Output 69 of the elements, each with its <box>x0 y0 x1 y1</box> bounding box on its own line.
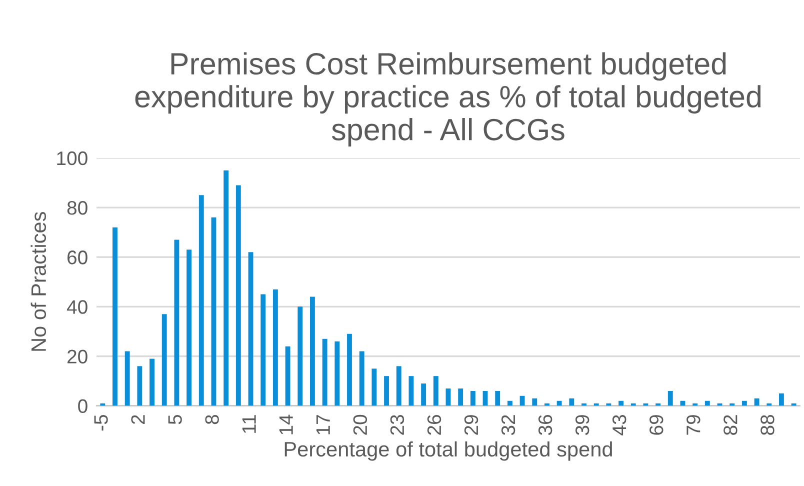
bar <box>162 314 167 406</box>
x-tick-label: 2 <box>131 415 145 424</box>
bar <box>174 240 180 406</box>
bar <box>668 390 673 406</box>
x-tick-label: -5 <box>94 414 108 431</box>
bar <box>236 185 241 406</box>
bar <box>334 341 340 406</box>
x-tick-label: 82 <box>724 415 738 435</box>
bar <box>433 376 438 406</box>
bar <box>112 227 118 406</box>
x-tick-label: 14 <box>279 414 293 434</box>
bar <box>322 338 328 406</box>
bar <box>754 398 760 406</box>
bar <box>310 296 315 406</box>
x-tick-label: 29 <box>464 415 478 435</box>
y-axis-title: No of Practices <box>30 212 46 351</box>
bar <box>704 400 710 406</box>
bar <box>408 376 414 406</box>
bar <box>384 376 389 406</box>
bar <box>150 358 154 406</box>
x-tick-label: 36 <box>538 414 552 436</box>
x-tick-label: 39 <box>575 415 590 436</box>
bar <box>260 294 266 406</box>
x-tick-label: 79 <box>686 415 700 435</box>
bar <box>470 390 476 406</box>
bar <box>779 393 784 406</box>
bar <box>372 368 377 406</box>
y-tick-label: 80 <box>67 200 88 215</box>
bar <box>421 384 426 406</box>
x-tick-label: 5 <box>168 414 182 424</box>
bar <box>272 289 278 406</box>
x-tick-label: 69 <box>649 415 664 435</box>
bar <box>186 250 192 406</box>
y-tick-label: 0 <box>78 399 88 414</box>
x-tick-label: 11 <box>242 415 256 433</box>
bar <box>359 351 364 406</box>
bar <box>298 306 303 406</box>
x-tick-label: 17 <box>316 415 330 434</box>
bar <box>211 217 216 406</box>
x-tick-label: 88 <box>760 414 774 435</box>
bar <box>137 366 142 406</box>
x-tick-label: 8 <box>205 414 219 424</box>
bar <box>248 252 254 406</box>
x-axis-title: Percentage of total budgeted spend <box>284 441 612 461</box>
bar <box>224 170 229 406</box>
y-tick-label: 20 <box>68 350 88 364</box>
x-tick-label: 20 <box>353 414 368 435</box>
bar <box>124 351 130 406</box>
bar <box>507 400 512 406</box>
x-tick-label: 43 <box>612 414 626 436</box>
bar <box>742 400 747 406</box>
bar <box>396 366 402 406</box>
bar <box>556 400 562 406</box>
bar <box>569 398 574 406</box>
bar <box>347 334 352 406</box>
bar <box>520 396 525 406</box>
x-tick-label: 26 <box>427 414 442 435</box>
y-tick-label: 60 <box>68 250 88 264</box>
x-tick-label: 23 <box>390 414 404 435</box>
bar <box>285 346 290 406</box>
y-tick-label: 100 <box>57 151 88 166</box>
y-tick-label: 40 <box>66 300 88 314</box>
chart-title: Premises Cost Reimbursement budgeted expenditure by practice as % of total budgeted spend - All CCGs <box>135 52 761 146</box>
x-tick-label: 32 <box>501 415 516 436</box>
bar <box>198 195 204 406</box>
bar <box>458 388 464 406</box>
bar <box>532 398 538 406</box>
bar <box>495 390 500 406</box>
bar <box>618 400 624 406</box>
